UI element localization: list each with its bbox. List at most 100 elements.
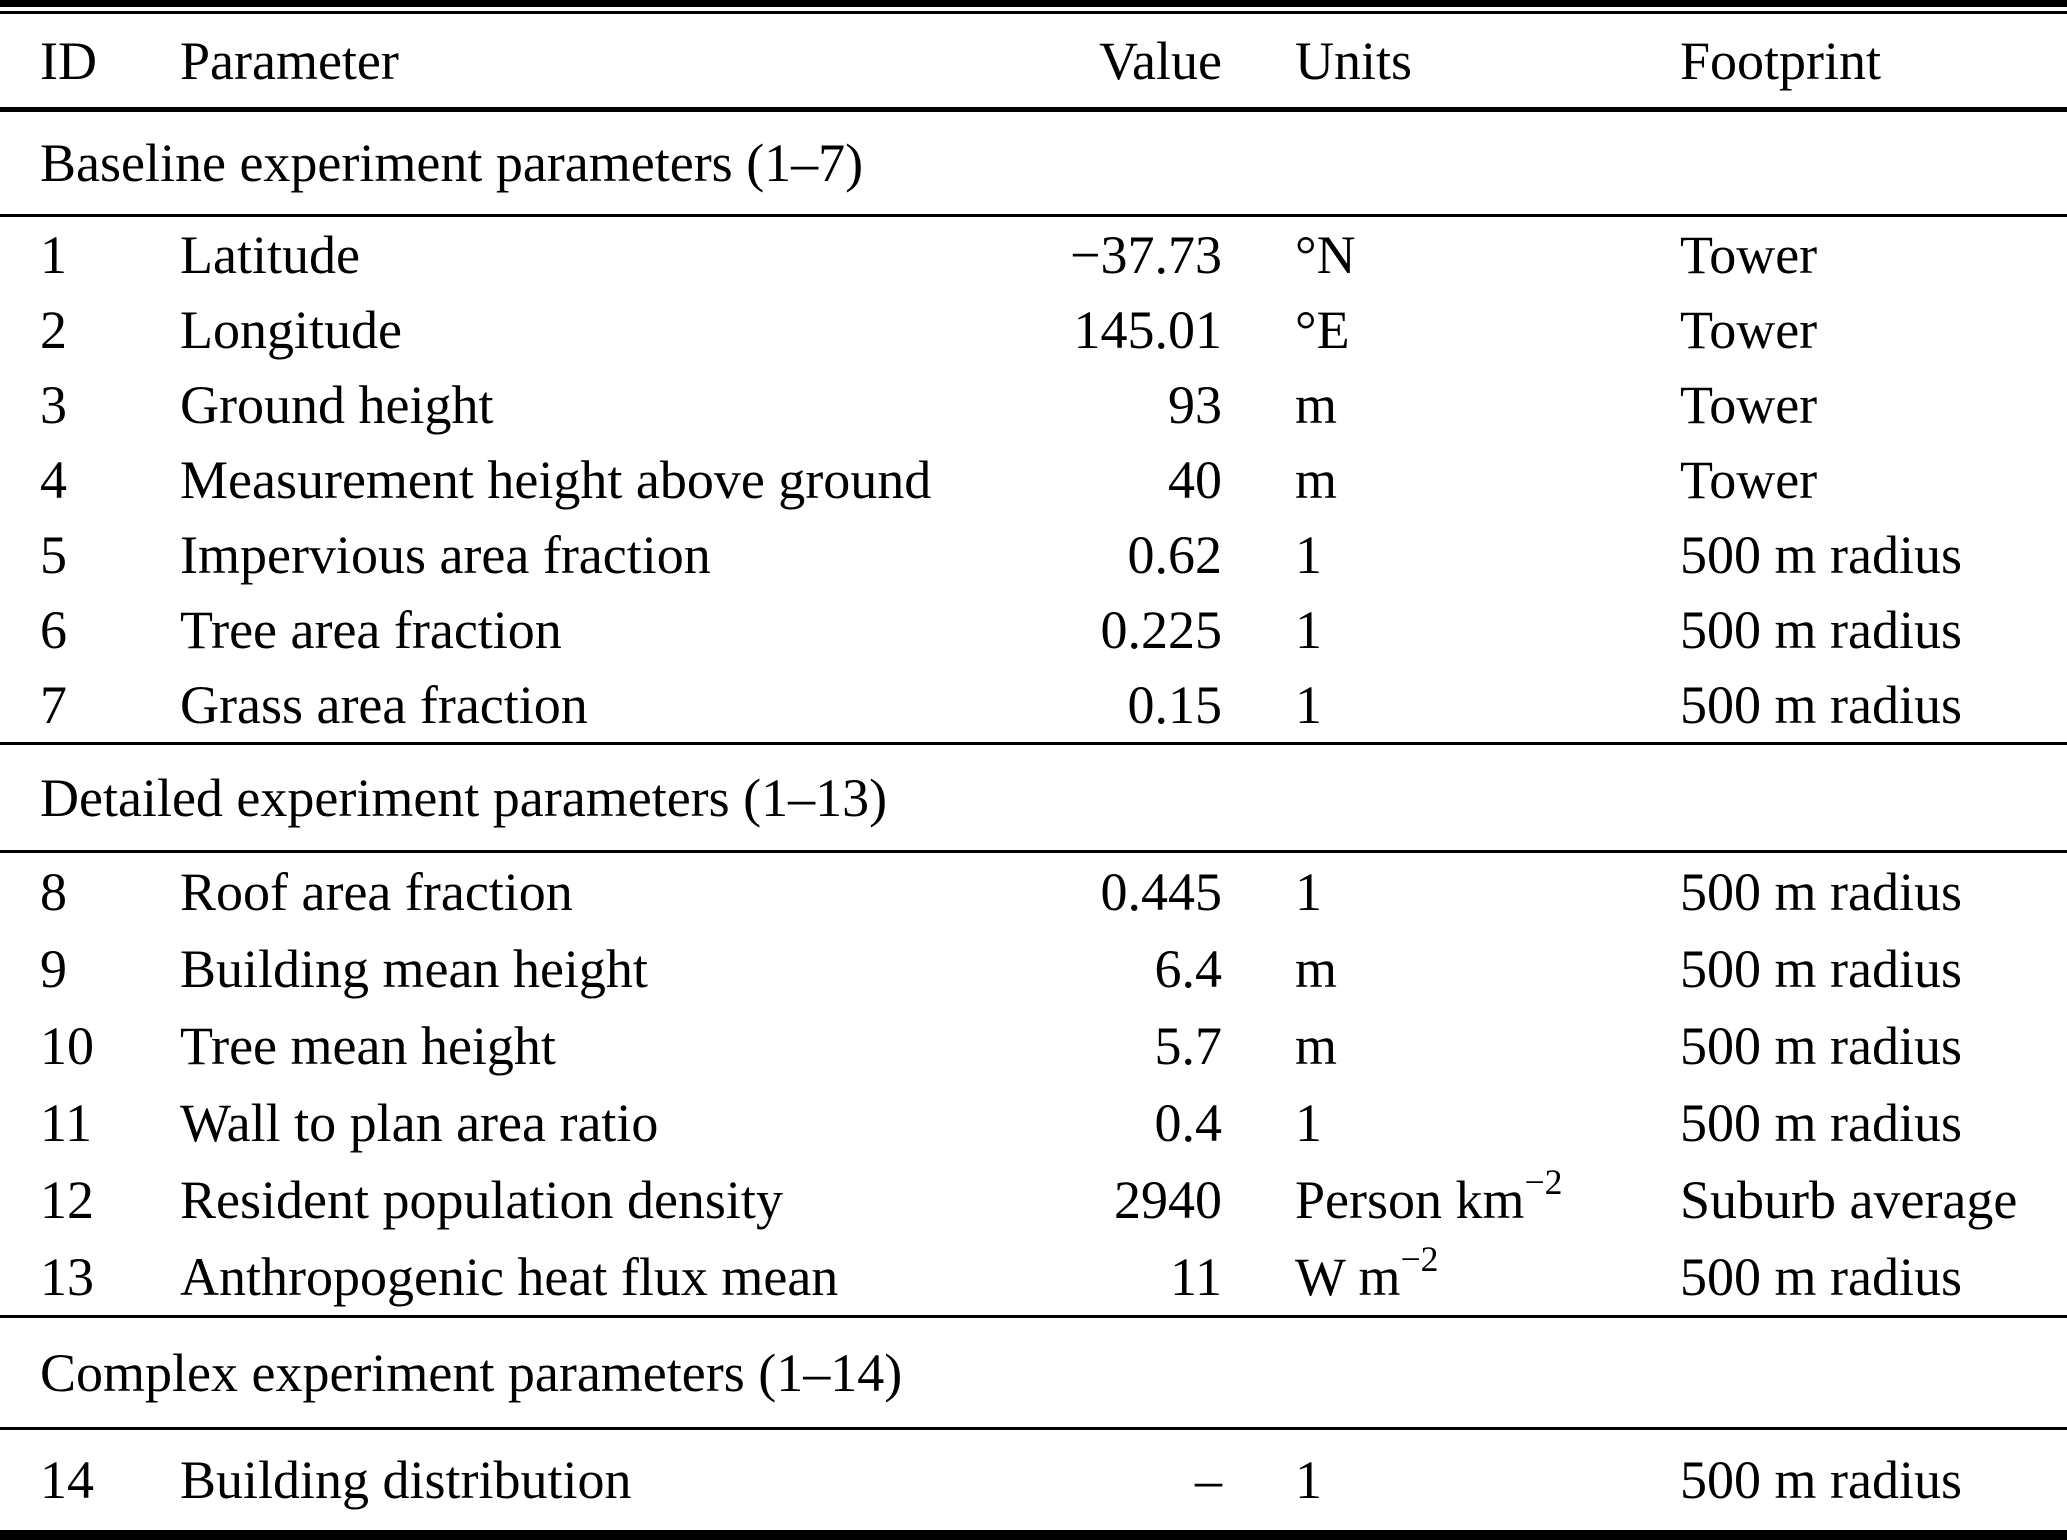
cell-value: 40 bbox=[1168, 449, 1222, 510]
cell-value: 0.4 bbox=[1154, 1092, 1223, 1153]
cell-footprint: 500 m radius bbox=[1680, 1450, 1962, 1510]
section-header-complex: Complex experiment parameters (1–14) bbox=[40, 1342, 903, 1403]
cell-parameter: Tree area fraction bbox=[180, 599, 562, 660]
cell-footprint: Tower bbox=[1680, 224, 1818, 285]
header-units: Units bbox=[1295, 30, 1413, 91]
table-row: 4 Measurement height above ground 40 m T… bbox=[0, 442, 2067, 517]
cell-id: 4 bbox=[40, 449, 67, 510]
section-row-complex: Complex experiment parameters (1–14) bbox=[0, 1318, 2067, 1427]
header-parameter: Parameter bbox=[180, 30, 399, 91]
table-row: 8 Roof area fraction 0.445 1 500 m radiu… bbox=[0, 853, 2067, 930]
header-footprint: Footprint bbox=[1680, 30, 1882, 91]
cell-id: 10 bbox=[40, 1015, 94, 1076]
cell-id: 3 bbox=[40, 374, 67, 435]
cell-parameter: Latitude bbox=[180, 224, 360, 285]
section-row-detailed: Detailed experiment parameters (1–13) bbox=[0, 745, 2067, 850]
cell-value: 0.15 bbox=[1127, 674, 1223, 735]
table-row: 13 Anthropogenic heat flux mean 11 W m−2… bbox=[0, 1238, 2067, 1315]
cell-parameter: Roof area fraction bbox=[180, 861, 573, 922]
cell-id: 12 bbox=[40, 1169, 94, 1230]
units-base: 1 bbox=[1295, 524, 1322, 585]
cell-footprint: Tower bbox=[1680, 449, 1818, 510]
cell-parameter: Tree mean height bbox=[180, 1015, 556, 1076]
top-rule-thin bbox=[0, 11, 2067, 14]
cell-units: 1 bbox=[1222, 674, 1680, 736]
cell-id: 9 bbox=[40, 938, 67, 999]
cell-footprint: 500 m radius bbox=[1680, 938, 1962, 999]
section-rule bbox=[0, 1315, 2067, 1318]
cell-id: 14 bbox=[40, 1450, 94, 1510]
cell-units: m bbox=[1222, 449, 1680, 511]
units-base: Person km bbox=[1295, 1169, 1525, 1230]
cell-units: 1 bbox=[1222, 1449, 1680, 1511]
cell-footprint: 500 m radius bbox=[1680, 1246, 1962, 1307]
header-rule bbox=[0, 107, 2067, 112]
cell-units: m bbox=[1222, 1015, 1680, 1077]
cell-units: 1 bbox=[1222, 524, 1680, 586]
header-id: ID bbox=[40, 30, 97, 91]
units-base: 1 bbox=[1295, 599, 1322, 660]
units-base: W m bbox=[1295, 1246, 1401, 1307]
cell-id: 1 bbox=[40, 224, 67, 285]
units-base: 1 bbox=[1295, 1450, 1322, 1510]
units-base: °N bbox=[1295, 224, 1356, 285]
section-row-baseline: Baseline experiment parameters (1–7) bbox=[0, 112, 2067, 214]
table-header-row: ID Parameter Value Units Footprint bbox=[0, 14, 2067, 107]
cell-units: 1 bbox=[1222, 599, 1680, 661]
cell-units: 1 bbox=[1222, 1092, 1680, 1154]
cell-value: – bbox=[1195, 1450, 1222, 1510]
table-row: 14 Building distribution – 1 500 m radiu… bbox=[0, 1430, 2067, 1530]
cell-parameter: Resident population density bbox=[180, 1169, 783, 1230]
cell-units: 1 bbox=[1222, 861, 1680, 923]
bottom-rule-thick bbox=[0, 1533, 2067, 1540]
units-base: m bbox=[1295, 374, 1338, 435]
cell-value: 0.445 bbox=[1100, 861, 1223, 922]
section-rule bbox=[0, 850, 2067, 853]
units-base: °E bbox=[1295, 299, 1350, 360]
table-row: 7 Grass area fraction 0.15 1 500 m radiu… bbox=[0, 667, 2067, 742]
cell-id: 7 bbox=[40, 674, 67, 735]
rule-gap bbox=[0, 7, 2067, 11]
cell-units: °N bbox=[1222, 224, 1680, 286]
units-base: 1 bbox=[1295, 861, 1322, 922]
cell-value: 6.4 bbox=[1154, 938, 1223, 999]
units-superscript: −2 bbox=[1524, 1162, 1563, 1203]
cell-value: 93 bbox=[1168, 374, 1222, 435]
cell-units: W m−2 bbox=[1222, 1241, 1680, 1308]
cell-footprint: 500 m radius bbox=[1680, 674, 1962, 735]
cell-parameter: Grass area fraction bbox=[180, 674, 588, 735]
section-rule bbox=[0, 1427, 2067, 1430]
table-row: 1 Latitude −37.73 °N Tower bbox=[0, 217, 2067, 292]
cell-units: m bbox=[1222, 374, 1680, 436]
cell-units: m bbox=[1222, 938, 1680, 1000]
cell-id: 13 bbox=[40, 1246, 94, 1307]
units-base: 1 bbox=[1295, 674, 1322, 735]
cell-value: 11 bbox=[1170, 1246, 1222, 1307]
cell-footprint: Suburb average bbox=[1680, 1169, 2018, 1230]
table-row: 5 Impervious area fraction 0.62 1 500 m … bbox=[0, 517, 2067, 592]
cell-value: 2940 bbox=[1114, 1169, 1222, 1230]
cell-parameter: Ground height bbox=[180, 374, 494, 435]
units-base: m bbox=[1295, 938, 1338, 999]
units-superscript: −2 bbox=[1400, 1239, 1439, 1280]
cell-id: 5 bbox=[40, 524, 67, 585]
cell-footprint: 500 m radius bbox=[1680, 599, 1962, 660]
cell-id: 2 bbox=[40, 299, 67, 360]
table-row: 6 Tree area fraction 0.225 1 500 m radiu… bbox=[0, 592, 2067, 667]
cell-parameter: Building mean height bbox=[180, 938, 648, 999]
cell-value: 5.7 bbox=[1154, 1015, 1223, 1076]
cell-value: 145.01 bbox=[1073, 299, 1223, 360]
header-value: Value bbox=[1099, 30, 1222, 91]
cell-footprint: 500 m radius bbox=[1680, 1015, 1962, 1076]
top-rule-thick bbox=[0, 0, 2067, 7]
cell-units: Person km−2 bbox=[1222, 1164, 1680, 1231]
table-row: 2 Longitude 145.01 °E Tower bbox=[0, 292, 2067, 367]
cell-parameter: Impervious area fraction bbox=[180, 524, 711, 585]
cell-parameter: Anthropogenic heat flux mean bbox=[180, 1246, 839, 1307]
units-base: m bbox=[1295, 449, 1338, 510]
section-rule bbox=[0, 214, 2067, 217]
cell-parameter: Wall to plan area ratio bbox=[180, 1092, 659, 1153]
table-row: 3 Ground height 93 m Tower bbox=[0, 367, 2067, 442]
cell-parameter: Measurement height above ground bbox=[180, 449, 932, 510]
